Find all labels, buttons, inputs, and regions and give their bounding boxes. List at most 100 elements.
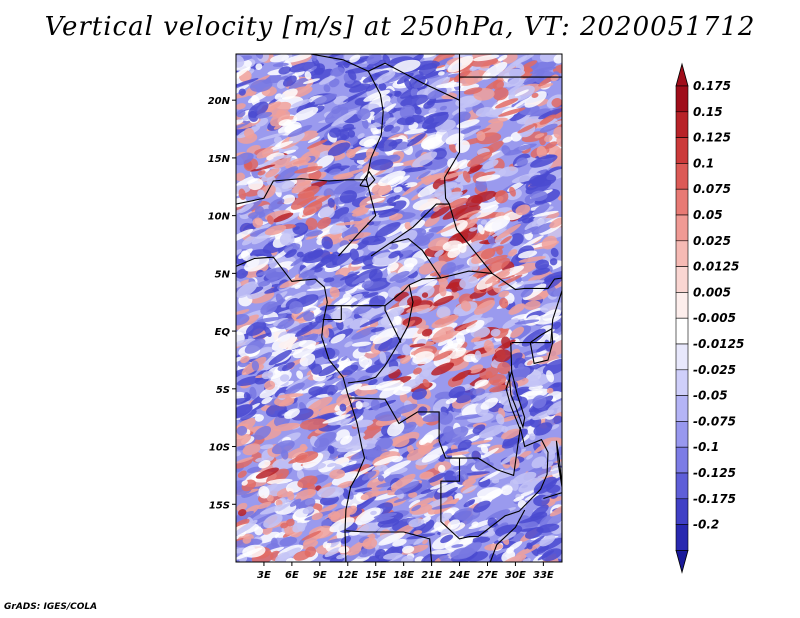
field-cell	[393, 186, 403, 193]
field-cell	[539, 114, 557, 125]
field-cell	[238, 88, 246, 96]
field-cell	[454, 267, 476, 279]
colorbar-swatch	[675, 395, 689, 422]
field-cell	[246, 466, 262, 474]
field-cell	[531, 456, 547, 469]
lat-tick-label: 10N	[208, 212, 231, 223]
field-cell	[238, 509, 247, 517]
field-cell	[552, 382, 561, 388]
field-cell	[410, 343, 426, 348]
field-cell	[508, 249, 518, 257]
field-cell	[257, 54, 269, 63]
field-cell	[277, 393, 304, 399]
border	[345, 530, 433, 562]
field-cell	[287, 340, 307, 350]
field-cell	[547, 227, 562, 239]
field-cell	[468, 227, 477, 232]
field-cell	[271, 440, 295, 455]
field-cell	[486, 469, 515, 481]
field-cell	[299, 329, 319, 336]
lon-tick-label: 30E	[505, 570, 526, 581]
field-cell	[287, 125, 313, 138]
field-cell	[254, 425, 272, 440]
field-cell	[478, 476, 491, 488]
colorbar-swatch	[675, 472, 689, 500]
field-cell	[471, 230, 490, 244]
field-cell	[255, 457, 264, 462]
field-cell	[319, 305, 336, 311]
field-cell	[265, 403, 287, 418]
field-cell	[525, 526, 544, 539]
field-cell	[255, 156, 282, 170]
field-cell	[302, 452, 324, 469]
colorbar-label: 0.15	[693, 105, 723, 119]
field-cell	[256, 111, 273, 119]
field-cell	[531, 504, 549, 519]
field-cell	[502, 136, 513, 143]
field-cell	[314, 254, 337, 269]
field-cell	[336, 169, 364, 178]
field-cell	[432, 326, 454, 343]
field-cell	[236, 519, 258, 536]
field-cell	[524, 365, 548, 382]
field-cell	[378, 82, 387, 91]
field-cell	[533, 202, 550, 216]
field-cell	[349, 248, 359, 261]
field-cell	[480, 447, 499, 459]
field-cell	[236, 368, 247, 380]
field-cell	[329, 517, 355, 533]
field-cell	[236, 425, 248, 436]
field-cell	[260, 327, 287, 344]
field-cell	[421, 445, 448, 463]
field-cell	[351, 255, 370, 265]
field-cell	[524, 390, 543, 396]
field-cell	[444, 426, 469, 443]
field-cell	[283, 75, 297, 87]
field-cell	[385, 107, 406, 113]
field-cell	[236, 249, 242, 257]
field-cell	[497, 274, 523, 287]
field-cell	[363, 138, 377, 148]
border	[236, 178, 377, 257]
field-cell	[491, 271, 510, 280]
field-cell	[312, 248, 324, 258]
field-cell	[409, 219, 419, 227]
field-cell	[541, 548, 562, 562]
field-cell	[290, 98, 313, 108]
field-cell	[274, 386, 289, 398]
field-cell	[315, 316, 323, 324]
field-cell	[512, 471, 537, 485]
field-cell	[418, 170, 431, 179]
field-cell	[242, 544, 266, 558]
colorbar-label: -0.025	[693, 363, 736, 377]
lake-tanganyika	[508, 371, 526, 429]
field-cell	[459, 470, 469, 481]
field-cell	[236, 55, 245, 68]
field-cell	[263, 513, 283, 529]
field-cell	[440, 447, 468, 454]
field-cell	[378, 313, 394, 327]
field-cell	[358, 546, 376, 558]
field-cell	[495, 223, 521, 240]
colorbar-label: -0.2	[693, 518, 719, 532]
field-cell	[236, 355, 246, 364]
field-cell	[296, 310, 311, 320]
field-cell	[370, 490, 392, 496]
field-cell	[494, 98, 519, 109]
field-cell	[342, 488, 350, 500]
field-cell	[477, 224, 485, 235]
field-cell	[405, 116, 415, 126]
field-cell	[258, 485, 270, 499]
field-cell	[372, 449, 383, 457]
field-cell	[421, 54, 438, 58]
field-cell	[515, 204, 531, 216]
field-cell	[521, 60, 538, 70]
field-cell	[346, 149, 356, 159]
field-cell	[518, 477, 544, 493]
field-cell	[299, 353, 316, 367]
field-cell	[284, 382, 305, 396]
field-cell	[340, 435, 353, 445]
colorbar-label: -0.075	[693, 414, 736, 428]
field-cell	[242, 536, 252, 544]
field-cell	[408, 499, 421, 509]
